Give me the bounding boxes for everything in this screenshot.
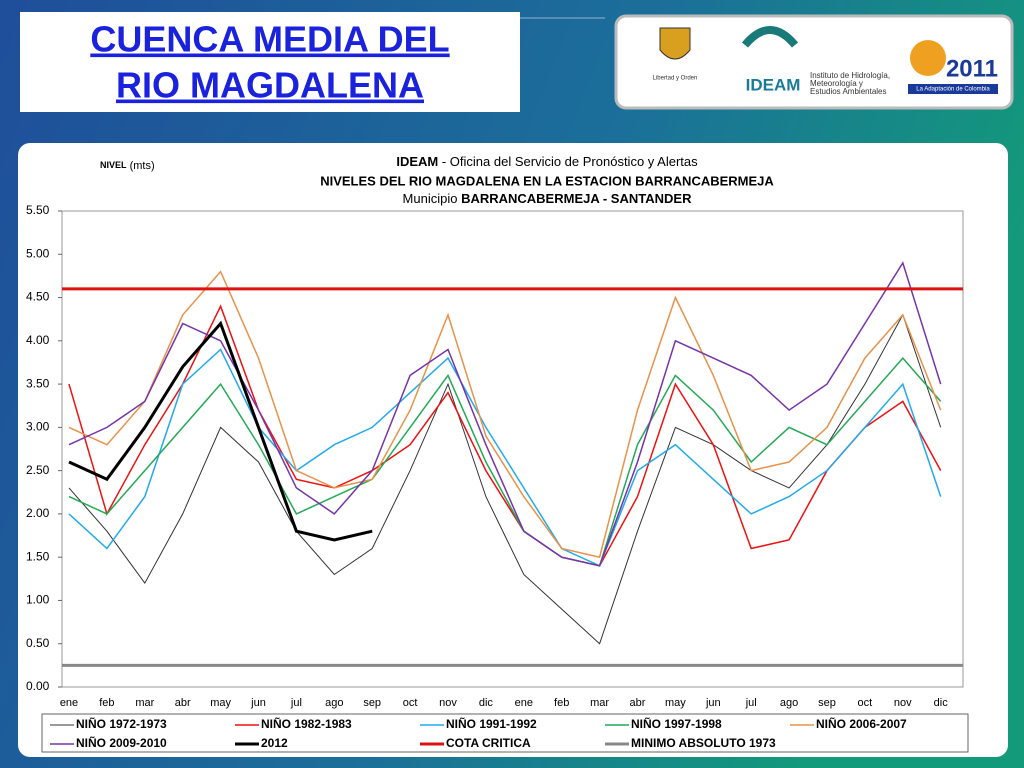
x-tick-label: oct	[858, 697, 873, 709]
x-tick-label: dic	[934, 697, 949, 709]
series-line	[68, 356, 942, 567]
x-tick-label: jun	[250, 697, 266, 709]
x-tick-label: mar	[135, 697, 154, 709]
x-tick-label: ene	[60, 697, 78, 709]
congress-icon	[910, 40, 946, 76]
series-line	[68, 270, 942, 559]
y-tick-label: 1.50	[26, 549, 50, 563]
x-tick-label: nov	[894, 697, 912, 709]
x-tick-label: feb	[99, 697, 114, 709]
y-tick-label: 4.00	[26, 333, 50, 347]
logo-text: Libertad y Orden	[653, 76, 698, 82]
y-tick-label: 5.00	[26, 246, 50, 260]
series-line	[68, 320, 373, 542]
x-tick-label: feb	[554, 697, 569, 709]
y-label-rest: (mts)	[127, 160, 155, 172]
congress-band	[908, 84, 998, 94]
y-tick-label: 0.50	[26, 636, 50, 650]
y-tick-label: 2.00	[26, 506, 50, 520]
x-tick-label: nov	[439, 697, 457, 709]
y-tick-label: 5.50	[26, 203, 50, 217]
legend-label: MINIMO ABSOLUTO 1973	[631, 736, 776, 750]
subtitle-bold: BARRANCABERMEJA - SANTANDER	[461, 191, 692, 206]
logo-text: 2011	[946, 55, 998, 82]
legend-label: NIÑO 1991-1992	[446, 716, 537, 731]
series-line	[68, 304, 942, 567]
x-tick-label: abr	[175, 697, 191, 709]
x-tick-label: ene	[515, 697, 533, 709]
x-tick-label: may	[665, 697, 686, 709]
x-tick-label: ago	[780, 697, 798, 709]
title-text: - Oficina del Servicio de Pronóstico y A…	[438, 154, 698, 169]
y-label-bold: NIVEL	[100, 160, 127, 170]
y-tick-label: 2.50	[26, 463, 50, 477]
x-tick-label: sep	[363, 697, 381, 709]
y-tick-label: 3.00	[26, 420, 50, 434]
logo-text: Estudios Ambientales	[810, 87, 887, 96]
chart-subtitle: NIVELES DEL RIO MAGDALENA EN LA ESTACION…	[320, 173, 774, 188]
slide-title: CUENCA MEDIA DEL	[90, 19, 449, 60]
legend-label: NIÑO 1997-1998	[631, 716, 722, 731]
x-tick-label: ago	[325, 697, 343, 709]
series-line	[68, 261, 942, 567]
y-axis-label: NIVEL (mts)	[100, 160, 155, 172]
legend	[41, 713, 969, 753]
x-tick-label: jul	[745, 697, 757, 709]
series-line	[68, 348, 942, 567]
x-tick-label: may	[210, 697, 231, 709]
y-tick-label: 3.50	[26, 376, 50, 390]
coat-of-arms	[659, 27, 691, 60]
x-tick-label: mar	[590, 697, 609, 709]
subtitle-prefix: Municipio	[403, 191, 462, 206]
ideam-icon	[741, 26, 799, 48]
chart-title: IDEAM - Oficina del Servicio de Pronósti…	[396, 154, 698, 169]
y-tick-label: 4.50	[26, 290, 50, 304]
x-tick-label: jul	[290, 697, 302, 709]
series-line	[68, 313, 942, 645]
legend-label: NIÑO 2009-2010	[76, 735, 167, 750]
title-org: IDEAM	[396, 154, 438, 169]
legend-label: NIÑO 1982-1983	[261, 716, 352, 731]
y-tick-label: 0.00	[26, 679, 50, 693]
slide-title: RIO MAGDALENA	[116, 65, 424, 106]
legend-label: NIÑO 1972-1973	[76, 716, 167, 731]
x-tick-label: abr	[630, 697, 646, 709]
x-tick-label: sep	[818, 697, 836, 709]
x-tick-label: dic	[479, 697, 494, 709]
logo-text: La Adaptación de Colombia	[916, 87, 990, 93]
legend-label: 2012	[261, 736, 288, 750]
x-tick-label: jun	[705, 697, 721, 709]
y-tick-label: 1.00	[26, 593, 50, 607]
logo-text: Instituto de Hidrología,	[810, 71, 890, 80]
chart-subtitle: Municipio BARRANCABERMEJA - SANTANDER	[403, 191, 693, 206]
logo-text: Meteorología y	[810, 79, 863, 88]
title-box	[20, 12, 520, 112]
plot-area	[61, 210, 964, 688]
legend-label: NIÑO 2006-2007	[816, 716, 907, 731]
x-tick-label: oct	[403, 697, 418, 709]
logo-text: IDEAM	[746, 75, 801, 94]
legend-label: COTA CRITICA	[446, 736, 531, 750]
